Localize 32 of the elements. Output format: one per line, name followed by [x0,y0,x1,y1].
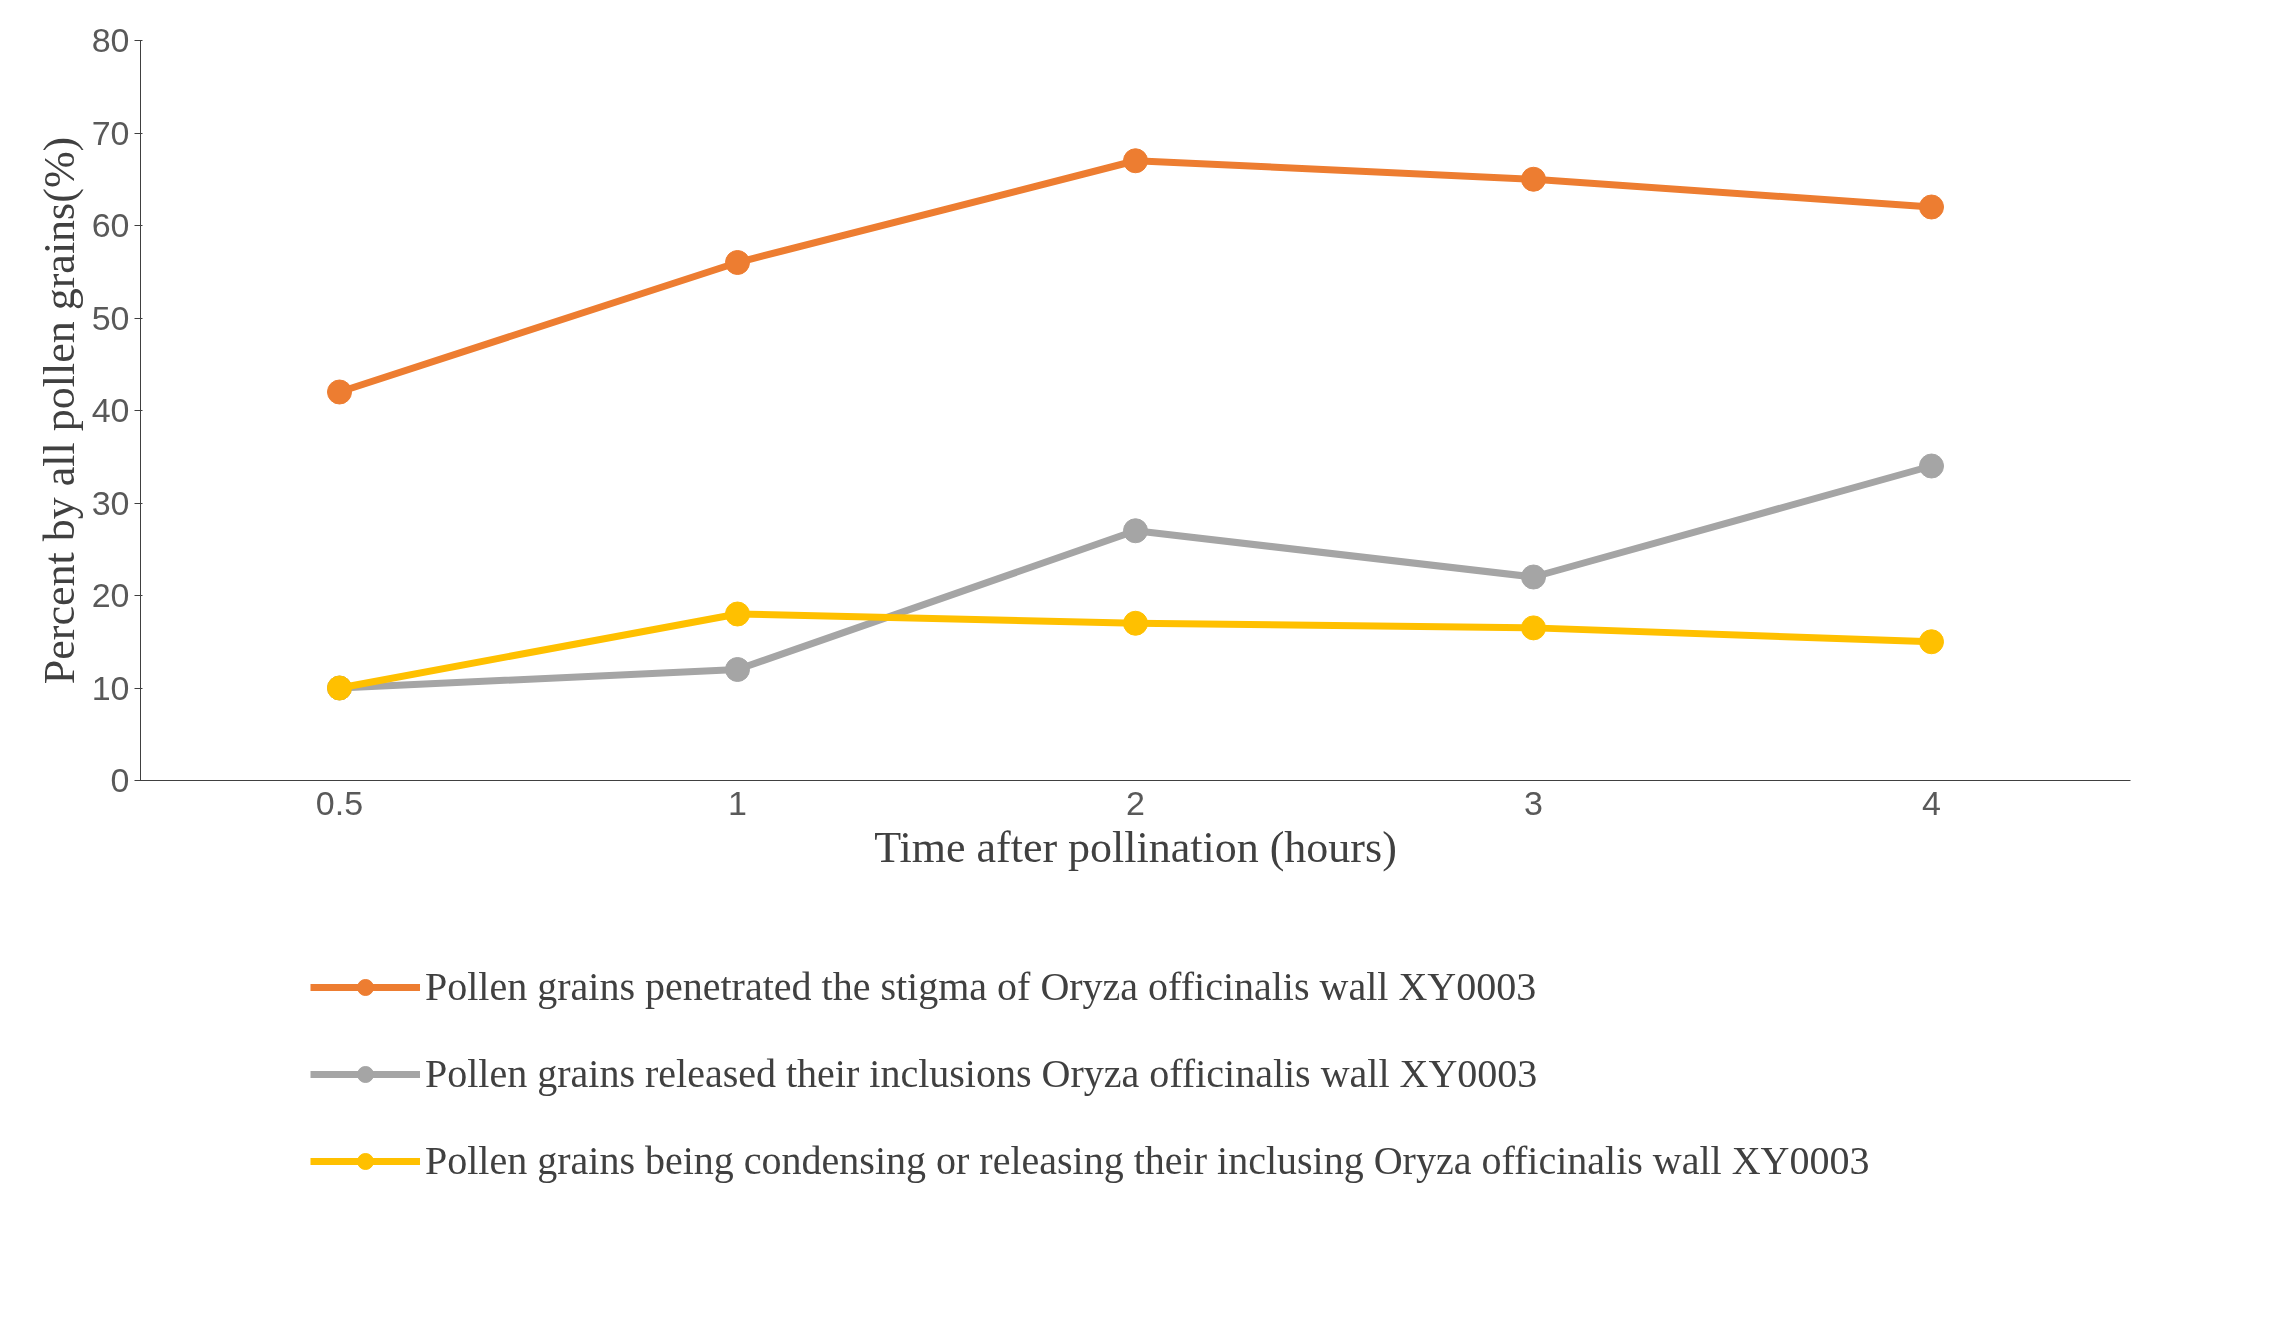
point [1919,453,1944,479]
legend-label: Pollen grains being condensing or releasing their inclusing Oryza officinalis wall XY0003 [425,1137,1870,1184]
point [725,250,750,275]
point [1123,518,1148,544]
point [725,657,750,682]
y-tick-label: 20 [91,576,130,614]
legend-label: Pollen grains released their inclusions Oryza officinalis wall XY0003 [425,1050,1538,1097]
point [1123,610,1148,636]
point [1919,194,1944,220]
point [1521,166,1546,192]
y-tick-label: 50 [91,298,130,337]
point [725,601,750,627]
x-tick-label: 2 [1126,783,1145,822]
y-tick-label: 80 [91,21,130,59]
y-tick-label: 10 [91,668,130,707]
x-tick-label: 1 [728,783,747,822]
point [327,379,352,405]
x-tick-label: 3 [1524,783,1543,822]
point [1521,615,1546,641]
point [1123,148,1148,174]
y-axis-title: Percent by all pollen grains(%) [34,136,84,685]
point [1521,564,1546,590]
legend-label: Pollen grains penetrated the stigma of Oryza officinalis wall XY0003 [425,963,1537,1010]
y-tick-label: 0 [110,761,130,799]
y-tick-label: 40 [91,391,130,429]
x-tick-label: 4 [1922,783,1941,822]
x-axis-title: Time after pollination (hours) [874,822,1397,872]
x-tick-label: 0.5 [315,783,364,822]
y-tick-label: 70 [91,113,130,152]
y-tick-label: 30 [91,483,130,522]
point [1919,629,1944,655]
y-tick-label: 60 [91,206,130,244]
